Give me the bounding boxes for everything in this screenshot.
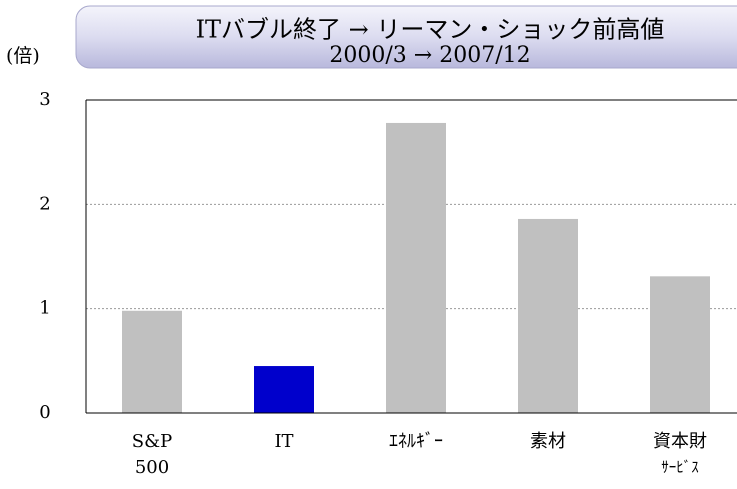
x-tick-label: 資本財 bbox=[653, 431, 707, 452]
title-banner bbox=[75, 5, 737, 69]
x-tick-label: S&P bbox=[132, 431, 172, 452]
bar bbox=[254, 366, 314, 413]
x-tick-label: 素材 bbox=[530, 431, 566, 452]
y-tick-label: 3 bbox=[39, 89, 50, 110]
y-axis-label: (倍) bbox=[6, 45, 40, 67]
bar bbox=[650, 276, 710, 413]
y-tick-label: 0 bbox=[39, 402, 50, 423]
x-tick-label: IT bbox=[274, 431, 293, 452]
bar bbox=[386, 122, 446, 413]
chart-subtitle: 2000/3 → 2007/12 bbox=[329, 43, 530, 68]
chart-title: ITバブル終了 → リーマン・ショック前高値 bbox=[196, 16, 665, 44]
x-tick-label: ｴﾈﾙｷﾞｰ bbox=[389, 431, 443, 452]
x-tick-label: ｻｰﾋﾞｽ bbox=[661, 458, 699, 476]
y-tick-label: 1 bbox=[39, 298, 50, 319]
x-tick-label: 500 bbox=[135, 457, 169, 478]
bar bbox=[518, 218, 578, 413]
bar bbox=[122, 310, 182, 413]
y-tick-label: 2 bbox=[39, 193, 50, 214]
